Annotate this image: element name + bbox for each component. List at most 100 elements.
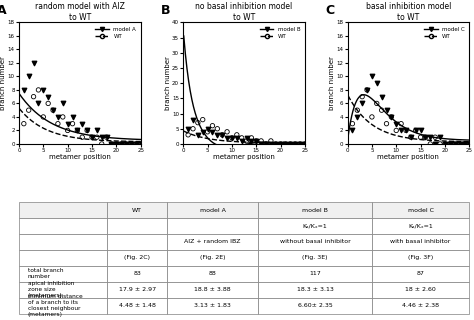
Point [397, 128, 405, 133]
Point [373, 81, 381, 86]
Point [272, 141, 280, 147]
Point [54, 114, 62, 119]
Point [103, 135, 110, 140]
Point [199, 117, 207, 122]
Point [292, 141, 299, 147]
Point [296, 141, 304, 147]
Point [427, 135, 434, 140]
Point [301, 141, 309, 147]
Point [189, 126, 197, 131]
Point [378, 108, 385, 113]
Point [64, 128, 72, 133]
Point [446, 141, 454, 147]
Point [112, 141, 120, 147]
Point [108, 141, 115, 147]
Point [59, 114, 66, 119]
Point [354, 114, 361, 119]
Point [461, 141, 468, 147]
Point [189, 117, 197, 122]
Point [397, 121, 405, 126]
Point [441, 141, 449, 147]
Point [194, 120, 201, 125]
Point [30, 94, 37, 99]
Point [83, 128, 91, 133]
Point [39, 87, 47, 92]
Point [83, 128, 91, 133]
Point [122, 141, 130, 147]
Point [49, 108, 57, 113]
Point [103, 135, 110, 140]
X-axis label: metamer position: metamer position [49, 155, 111, 161]
Point [69, 121, 76, 126]
Point [35, 87, 42, 92]
Point [247, 135, 255, 140]
Point [349, 128, 356, 133]
Y-axis label: branch number: branch number [329, 56, 335, 110]
Point [272, 141, 280, 147]
X-axis label: metamer position: metamer position [213, 155, 275, 161]
Point [253, 138, 260, 143]
Point [204, 126, 211, 131]
Point [407, 135, 415, 140]
Text: B: B [161, 4, 171, 17]
Point [378, 94, 385, 99]
Point [402, 128, 410, 133]
Point [402, 128, 410, 133]
Point [184, 126, 192, 131]
Point [209, 123, 216, 128]
Point [373, 101, 381, 106]
Title: random model with AIZ
to WT: random model with AIZ to WT [35, 2, 125, 22]
Point [441, 141, 449, 147]
Point [417, 128, 424, 133]
Point [39, 114, 47, 119]
Point [349, 121, 356, 126]
Point [422, 135, 429, 140]
Point [20, 121, 27, 126]
Point [25, 108, 33, 113]
Point [45, 94, 52, 99]
Point [392, 121, 400, 126]
Point [79, 135, 86, 140]
Point [238, 135, 246, 140]
Point [267, 138, 274, 143]
Title: basal inhibition model
to WT: basal inhibition model to WT [366, 2, 451, 22]
Point [446, 141, 454, 147]
Text: A: A [0, 4, 7, 17]
Point [88, 135, 96, 140]
Point [132, 141, 139, 147]
Point [73, 128, 81, 133]
Point [247, 138, 255, 143]
Point [98, 141, 106, 147]
Point [417, 135, 424, 140]
Point [112, 141, 120, 147]
Point [465, 141, 473, 147]
Point [20, 87, 27, 92]
Point [73, 128, 81, 133]
Point [93, 135, 100, 140]
Point [45, 101, 52, 106]
Point [388, 114, 395, 119]
Point [287, 141, 294, 147]
Point [257, 138, 265, 143]
Point [30, 60, 37, 66]
Point [69, 114, 76, 119]
Point [451, 141, 458, 147]
Point [392, 128, 400, 133]
Point [118, 141, 125, 147]
Point [108, 141, 115, 147]
Point [422, 135, 429, 140]
Point [184, 132, 192, 137]
Point [228, 135, 236, 140]
Point [257, 141, 265, 147]
Point [277, 141, 284, 147]
Point [127, 141, 135, 147]
Point [456, 141, 463, 147]
Point [214, 126, 221, 131]
Point [456, 141, 463, 147]
Point [253, 138, 260, 143]
Point [118, 141, 125, 147]
Point [267, 141, 274, 147]
Point [204, 129, 211, 134]
Point [199, 129, 207, 134]
Point [412, 128, 419, 133]
